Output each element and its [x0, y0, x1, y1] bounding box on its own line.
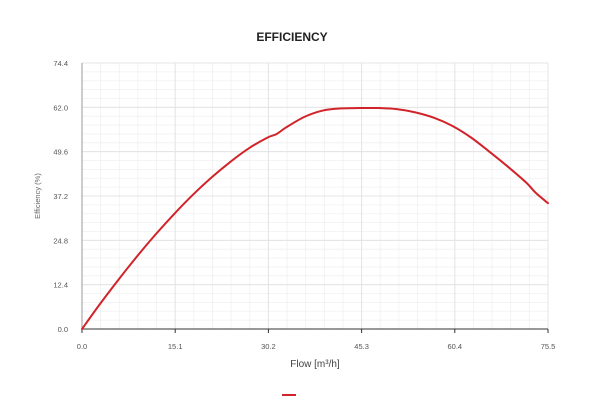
x-tick-label: 60.4 [447, 342, 462, 351]
y-tick-label: 49.6 [53, 148, 68, 157]
x-tick-label: 0.0 [77, 342, 87, 351]
y-tick-label: 37.2 [53, 192, 68, 201]
series-layer [81, 106, 549, 330]
x-tick-label: 15.1 [168, 342, 183, 351]
grid-layer [81, 62, 549, 330]
y-tick-label: 0.0 [58, 325, 68, 334]
y-tick-labels: 0.0 12.4 24.8 37.2 49.6 62.0 74.4 [53, 59, 68, 334]
efficiency-series-line [81, 106, 549, 330]
chart-title: EFFICIENCY [256, 30, 327, 44]
y-tick-label: 62.0 [53, 103, 68, 112]
x-axis-label: Flow [m³/h] [290, 359, 340, 370]
y-tick-label: 24.8 [53, 236, 68, 245]
y-axis-label: Efficiency (%) [33, 173, 42, 219]
x-tick-labels: 0.0 15.1 30.2 45.3 60.4 75.5 [77, 342, 556, 351]
y-tick-label: 74.4 [53, 59, 68, 68]
x-tick-label: 30.2 [261, 342, 276, 351]
axes-layer [81, 63, 549, 333]
x-tick-label: 45.3 [354, 342, 369, 351]
x-tick-label: 75.5 [541, 342, 556, 351]
y-tick-label: 12.4 [53, 281, 68, 290]
